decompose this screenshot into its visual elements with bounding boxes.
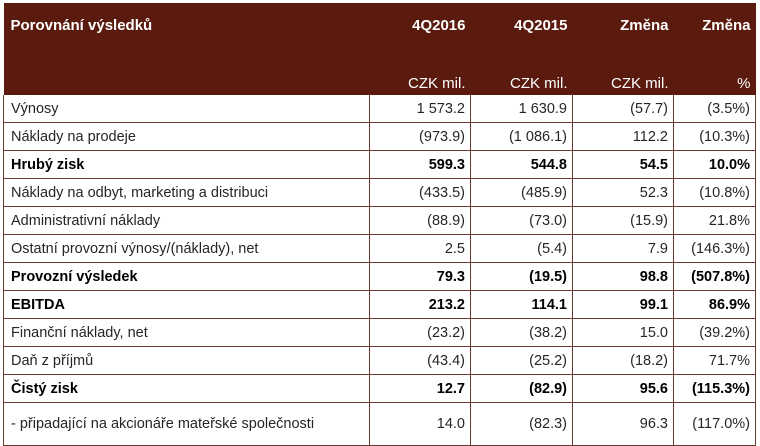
row-label: Náklady na prodeje [3, 122, 370, 151]
row-label: Ostatní provozní výnosy/(náklady), net [3, 234, 370, 263]
table-row: Finanční náklady, net (23.2) (38.2) 15.0… [3, 318, 756, 347]
cell-change-abs: 7.9 [572, 234, 674, 263]
cell-change-abs: 52.3 [572, 178, 674, 207]
results-table: Porovnání výsledků 4Q2016 4Q2015 Změna Z… [3, 3, 756, 446]
cell-change-pct: (117.0%) [673, 402, 756, 446]
cell-change-pct: 21.8% [673, 206, 756, 235]
table-row: Administrativní náklady (88.9) (73.0) (1… [3, 206, 756, 235]
cell-4q2016: (88.9) [369, 206, 471, 235]
header-col-change-pct: Změna [702, 17, 751, 34]
cell-4q2015: (485.9) [470, 178, 573, 207]
unit-4q2016: CZK mil. [408, 75, 466, 92]
row-label: Administrativní náklady [3, 206, 370, 235]
row-label: EBITDA [3, 290, 370, 319]
cell-change-abs: 96.3 [572, 402, 674, 446]
results-table-container: Porovnání výsledků 4Q2016 4Q2015 Změna Z… [3, 3, 756, 446]
cell-change-abs: 99.1 [572, 290, 674, 319]
row-label: Provozní výsledek [3, 262, 370, 291]
cell-change-abs: 15.0 [572, 318, 674, 347]
cell-4q2016: 213.2 [369, 290, 471, 319]
header-col-4q2015: 4Q2015 [514, 17, 568, 34]
cell-4q2016: 12.7 [369, 374, 471, 403]
row-label: Hrubý zisk [3, 150, 370, 179]
cell-change-abs: 98.8 [572, 262, 674, 291]
cell-4q2015: (38.2) [470, 318, 573, 347]
table-row-subtotal: Hrubý zisk 599.3 544.8 54.5 10.0% [3, 150, 756, 179]
cell-4q2015: (25.2) [470, 346, 573, 375]
header-col-4q2016: 4Q2016 [412, 17, 466, 34]
cell-4q2016: 14.0 [369, 402, 471, 446]
cell-change-pct: (146.3%) [673, 234, 756, 263]
header-col-change-abs: Změna [620, 17, 669, 34]
cell-change-pct: 10.0% [673, 150, 756, 179]
cell-4q2015: 1 630.9 [470, 95, 573, 123]
table-body: Výnosy 1 573.2 1 630.9 (57.7) (3.5%) Nák… [3, 95, 756, 446]
cell-4q2015: (82.9) [470, 374, 573, 403]
table-row: Daň z příjmů (43.4) (25.2) (18.2) 71.7% [3, 346, 756, 375]
cell-change-abs: (18.2) [572, 346, 674, 375]
cell-4q2015: 544.8 [470, 150, 573, 179]
cell-change-pct: (3.5%) [673, 95, 756, 123]
cell-4q2015: (5.4) [470, 234, 573, 263]
unit-change-abs: CZK mil. [611, 75, 669, 92]
row-label: Finanční náklady, net [3, 318, 370, 347]
cell-change-abs: (15.9) [572, 206, 674, 235]
cell-4q2016: 2.5 [369, 234, 471, 263]
cell-4q2016: 1 573.2 [369, 95, 471, 123]
row-label: Výnosy [3, 95, 370, 123]
cell-4q2016: (43.4) [369, 346, 471, 375]
cell-4q2015: (73.0) [470, 206, 573, 235]
cell-4q2016: 79.3 [369, 262, 471, 291]
cell-4q2015: (19.5) [470, 262, 573, 291]
cell-change-pct: (115.3%) [673, 374, 756, 403]
table-row: Výnosy 1 573.2 1 630.9 (57.7) (3.5%) [3, 95, 756, 123]
units-empty [4, 61, 370, 95]
cell-4q2016: (973.9) [369, 122, 471, 151]
table-row: Ostatní provozní výnosy/(náklady), net 2… [3, 234, 756, 263]
cell-change-pct: 86.9% [673, 290, 756, 319]
cell-4q2016: (23.2) [369, 318, 471, 347]
cell-4q2016: (433.5) [369, 178, 471, 207]
cell-4q2015: (1 086.1) [470, 122, 573, 151]
row-label: Daň z příjmů [3, 346, 370, 375]
table-row-subtotal: Provozní výsledek 79.3 (19.5) 98.8 (507.… [3, 262, 756, 291]
table-row: Náklady na odbyt, marketing a distribuci… [3, 178, 756, 207]
table-row-subtotal: Čistý zisk 12.7 (82.9) 95.6 (115.3%) [3, 374, 756, 403]
cell-change-pct: 71.7% [673, 346, 756, 375]
cell-4q2015: 114.1 [470, 290, 573, 319]
cell-change-abs: 112.2 [572, 122, 674, 151]
cell-4q2015: (82.3) [470, 402, 573, 446]
row-label: - připadající na akcionáře mateřské spol… [3, 402, 370, 446]
cell-change-pct: (10.3%) [673, 122, 756, 151]
cell-change-abs: (57.7) [572, 95, 674, 123]
units-row: CZK mil. CZK mil. CZK mil. % [3, 61, 756, 95]
row-label: Náklady na odbyt, marketing a distribuci [3, 178, 370, 207]
cell-change-abs: 54.5 [572, 150, 674, 179]
table-row: Náklady na prodeje (973.9) (1 086.1) 112… [3, 122, 756, 151]
cell-change-pct: (10.8%) [673, 178, 756, 207]
table-row-subtotal: EBITDA 213.2 114.1 99.1 86.9% [3, 290, 756, 319]
cell-change-pct: (507.8%) [673, 262, 756, 291]
unit-change-pct: % [737, 75, 751, 92]
table-row: - připadající na akcionáře mateřské spol… [3, 402, 756, 446]
cell-change-abs: 95.6 [572, 374, 674, 403]
cell-change-pct: (39.2%) [673, 318, 756, 347]
unit-4q2015: CZK mil. [510, 75, 568, 92]
table-header: Porovnání výsledků 4Q2016 4Q2015 Změna Z… [3, 3, 756, 95]
cell-4q2016: 599.3 [369, 150, 471, 179]
row-label: Čistý zisk [3, 374, 370, 403]
header-title: Porovnání výsledků [10, 17, 153, 34]
header-row: Porovnání výsledků 4Q2016 4Q2015 Změna Z… [3, 3, 756, 61]
